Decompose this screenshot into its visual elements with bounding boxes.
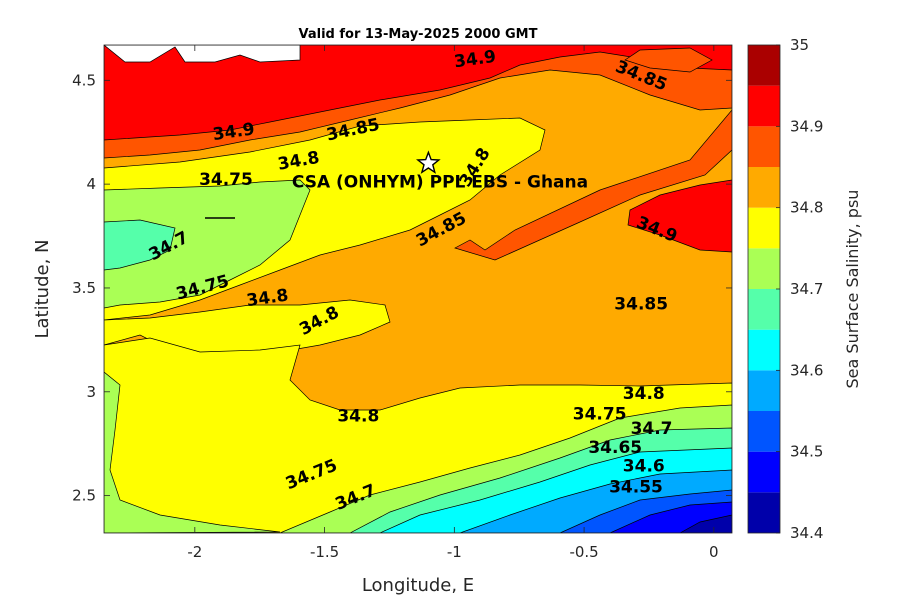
contour-band-34.75-34.8-south	[104, 371, 281, 533]
contour-label: 34.85	[614, 295, 668, 315]
contour-label: 34.7	[631, 419, 673, 439]
contour-band-34.75-34.8	[104, 179, 311, 309]
contour-band-34.95-spot	[624, 47, 713, 73]
colorbar-tick-label: 34.6	[790, 361, 823, 379]
x-axis-label: Longitude, E	[362, 575, 474, 596]
colorbar-segment	[748, 492, 780, 533]
contour-band-34.45-34.5	[679, 514, 732, 533]
contour-plot-area	[104, 45, 732, 533]
y-axis: 2.5 3 3.5 4 4.5	[72, 71, 732, 505]
contour-label: 34.65	[588, 438, 642, 458]
colorbar-segment	[748, 45, 780, 86]
colorbar-segment	[748, 329, 780, 371]
colorbar-tick-label: 35	[790, 36, 809, 54]
x-axis: -2 -1.5 -1 -0.5 0	[187, 45, 719, 561]
contour-label: 34.8	[623, 384, 665, 404]
colorbar-segment	[748, 451, 780, 493]
chart-title: Valid for 13-May-2025 2000 GMT	[299, 27, 538, 42]
colorbar-tick-label: 34.5	[790, 443, 823, 461]
contour-label: 34.75	[573, 405, 627, 425]
contour-label: 34.8	[337, 407, 379, 427]
no-data-region	[104, 45, 301, 63]
colorbar-tick-label: 34.7	[790, 280, 823, 298]
y-tick-label: 3	[86, 383, 96, 401]
colorbar-tick-label: 34.4	[790, 524, 823, 542]
colorbar-segment	[748, 411, 780, 452]
x-tick-label: -0.5	[569, 543, 598, 561]
site-label: CSA (ONHYM) PPL EBS - Ghana	[292, 172, 588, 192]
colorbar-segment	[748, 370, 780, 411]
x-tick-label: -1.5	[310, 543, 339, 561]
plot-frame	[103, 44, 733, 534]
colorbar-segment	[748, 85, 780, 127]
colorbar-segment	[748, 289, 780, 330]
star-icon	[416, 150, 441, 174]
contour-label: 34.75	[199, 170, 253, 190]
colorbar-segment	[748, 248, 780, 289]
contour-band-34.9-east	[627, 179, 732, 253]
contour-band-34.9-above	[104, 45, 732, 141]
colorbar-segment	[748, 167, 780, 208]
colorbar: 34.4 34.5 34.6 34.7 34.8 34.9 35	[747, 36, 823, 542]
contour-band-34.85-34.9	[104, 45, 732, 533]
contour-label: 34.6	[623, 457, 665, 477]
y-tick-label: 2.5	[72, 487, 96, 505]
colorbar-segment	[748, 126, 780, 167]
x-tick-label: 0	[709, 543, 719, 561]
y-tick-label: 4	[86, 175, 96, 193]
y-tick-label: 4.5	[72, 71, 96, 89]
site-marker: CSA (ONHYM) PPL EBS - Ghana	[292, 150, 588, 192]
y-axis-label: Latitude, N	[32, 240, 53, 339]
contour-band-34.7-34.75	[104, 219, 176, 271]
x-tick-label: -1	[447, 543, 462, 561]
x-tick-label: -2	[187, 543, 202, 561]
colorbar-segment	[748, 207, 780, 249]
colorbar-tick-label: 34.9	[790, 117, 823, 135]
colorbar-label: Sea Surface Salinity, psu	[843, 190, 862, 389]
contour-label: 34.55	[609, 477, 663, 497]
colorbar-tick-label: 34.8	[790, 199, 823, 217]
y-tick-label: 3.5	[72, 279, 96, 297]
